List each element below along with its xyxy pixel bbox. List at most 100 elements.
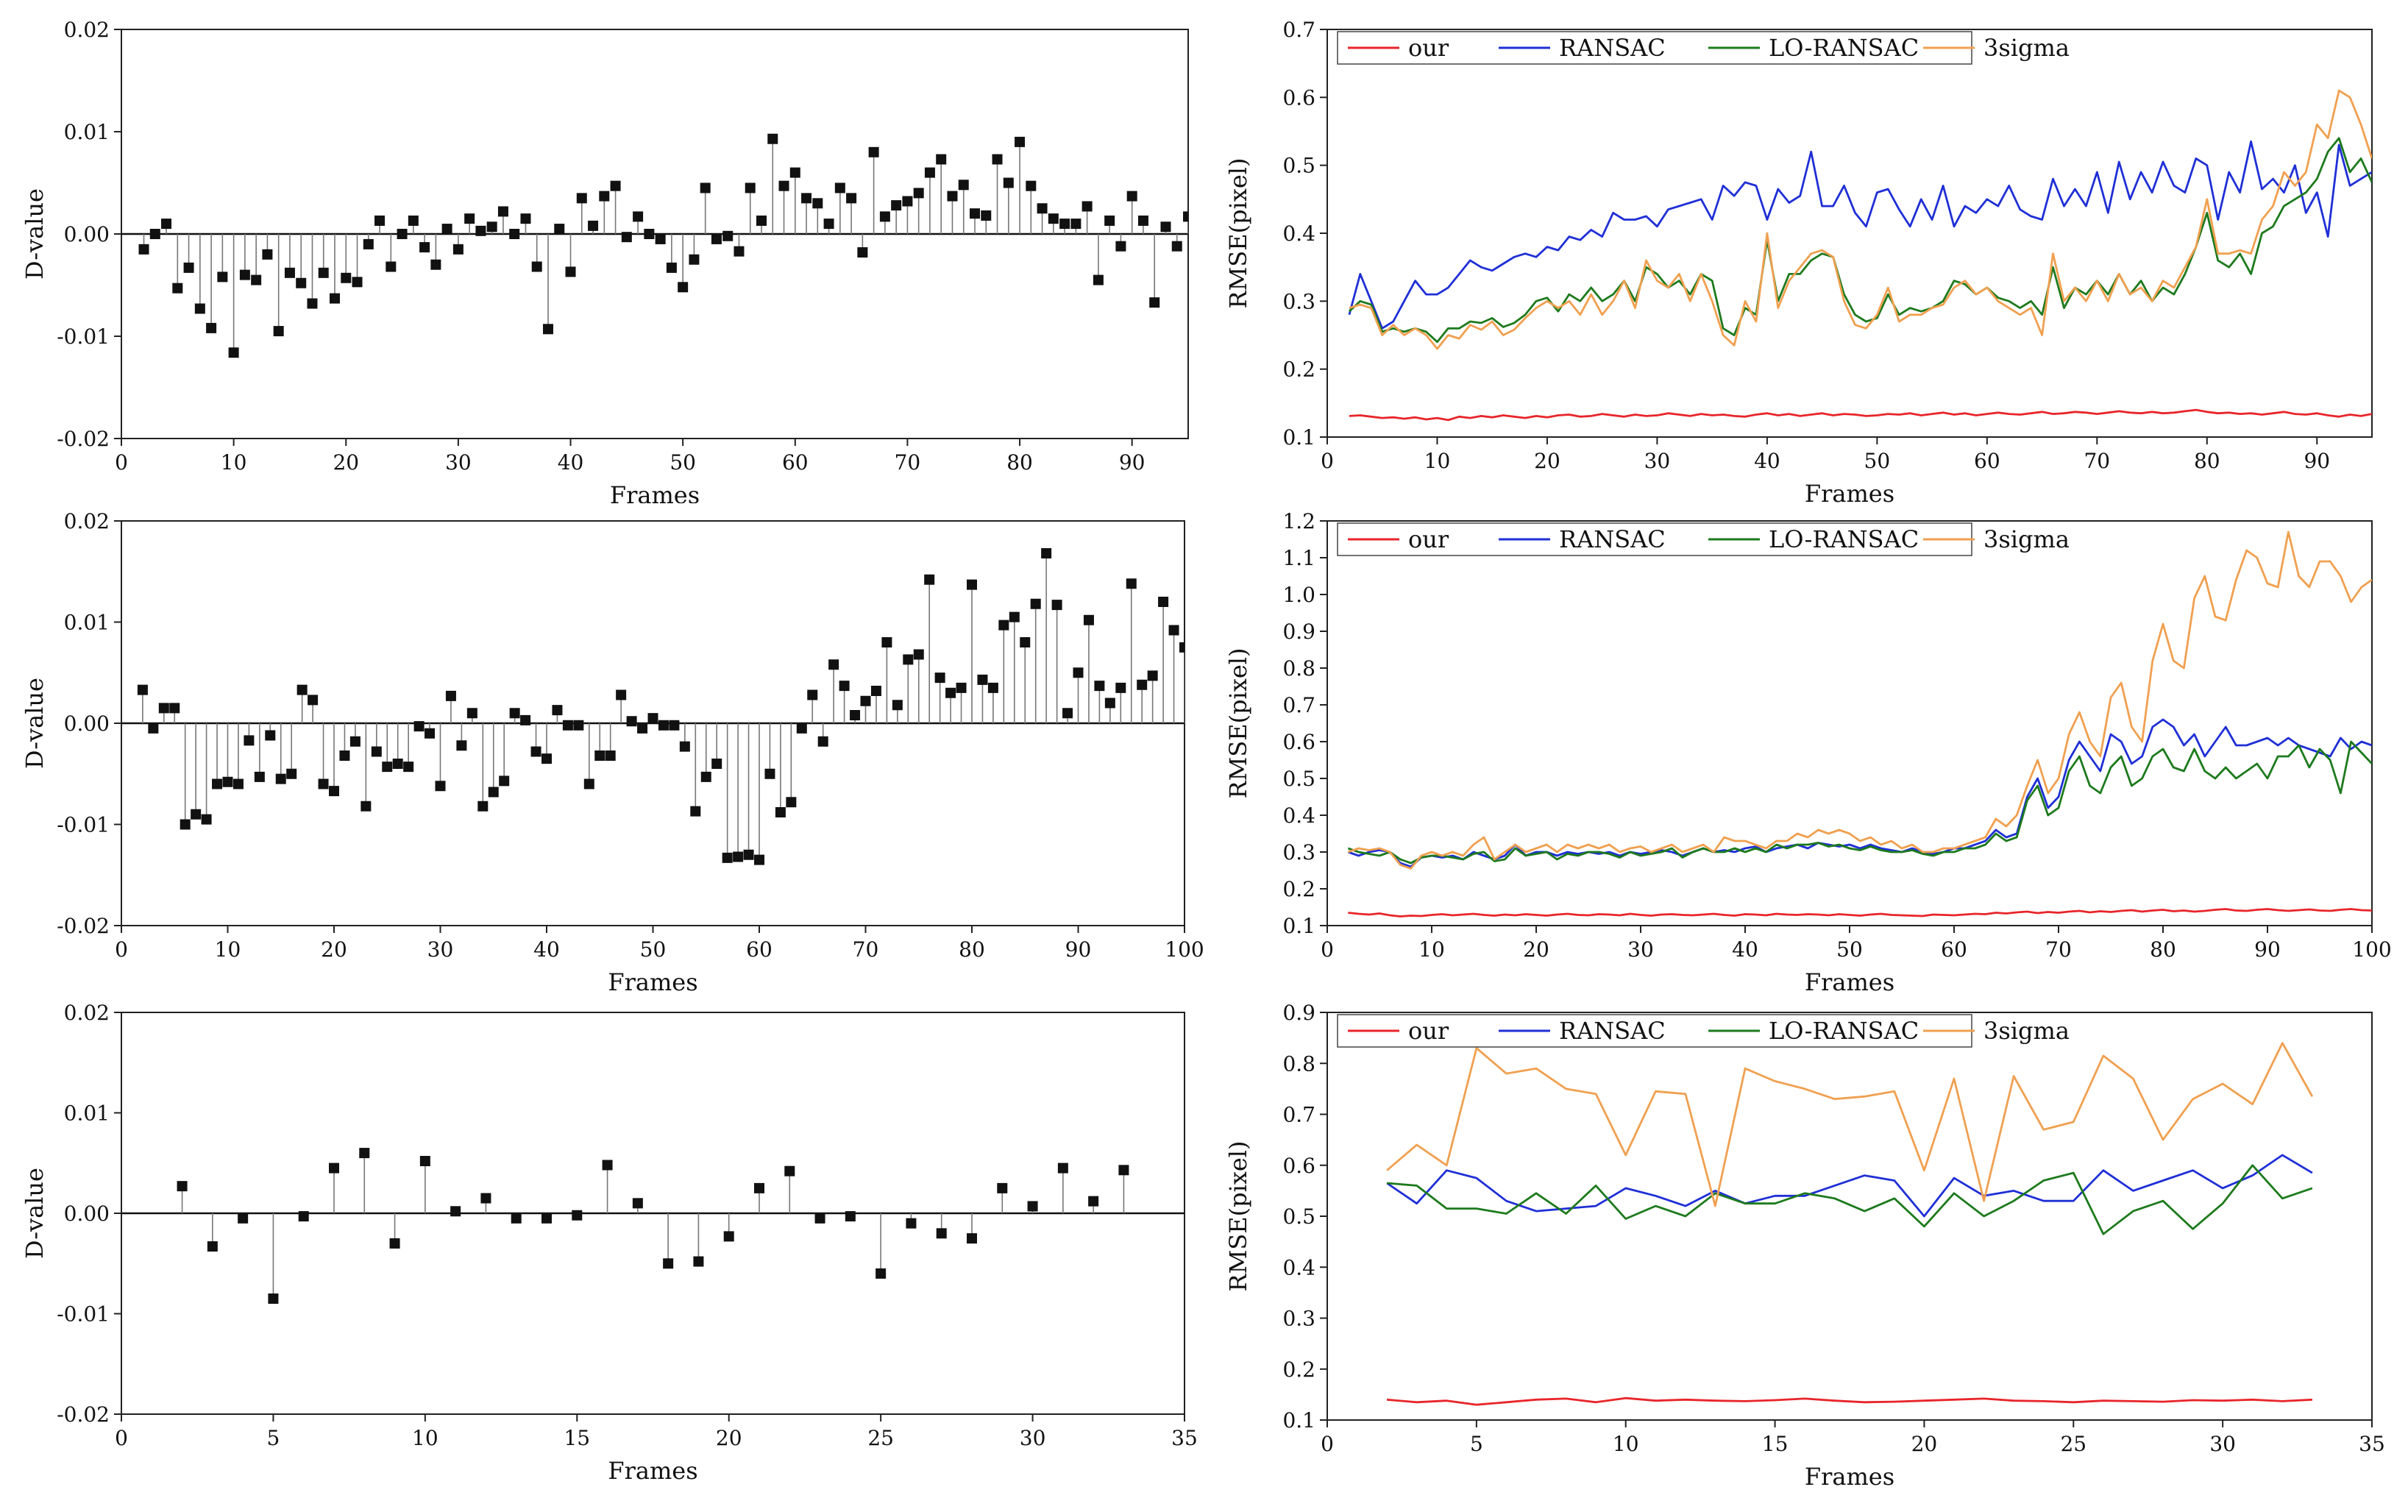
x-tick-label: 35 <box>2359 1432 2385 1456</box>
stem-marker <box>778 180 789 191</box>
x-tick-label: 10 <box>221 450 247 475</box>
stem-marker <box>711 759 722 769</box>
stem-marker <box>903 654 914 665</box>
legend-label: our <box>1408 34 1449 62</box>
stem-marker <box>913 188 924 199</box>
stem-marker <box>308 695 319 706</box>
stem-marker <box>389 1238 400 1249</box>
y-axis-label: D-value <box>21 678 49 769</box>
stem-marker <box>361 801 372 812</box>
stem-marker <box>845 1211 856 1222</box>
stem-marker <box>371 746 382 757</box>
y-tick-label: 0.01 <box>64 611 110 635</box>
stem-marker <box>552 705 563 716</box>
y-tick-label: 0.3 <box>1282 840 1315 865</box>
stem-marker <box>425 728 436 739</box>
stem-marker <box>599 191 610 202</box>
stem-marker <box>784 1165 795 1176</box>
stem-marker <box>700 182 711 194</box>
x-tick-label: 60 <box>1941 937 1967 962</box>
legend-label: our <box>1408 525 1449 553</box>
stem-marker <box>450 1206 461 1217</box>
x-tick-label: 20 <box>716 1426 742 1450</box>
stem-marker <box>275 773 286 784</box>
y-tick-label: 0.1 <box>1282 1408 1315 1433</box>
y-tick-label: 0.7 <box>1282 693 1315 717</box>
y-tick-label: 0.7 <box>1282 1103 1315 1127</box>
y-tick-label: 0.01 <box>64 120 110 144</box>
stem-marker <box>850 710 861 720</box>
series-line-3sigma <box>1386 1042 2314 1207</box>
stem-marker <box>286 768 297 779</box>
stem-marker <box>789 167 800 178</box>
legend: our RANSAC LO-RANSAC 3sigma <box>1337 522 2070 556</box>
stem-marker <box>812 198 823 209</box>
stem-marker <box>711 233 722 244</box>
stem-marker <box>1137 679 1148 690</box>
legend-label: LO-RANSAC <box>1769 525 1919 553</box>
stem-marker <box>870 686 881 696</box>
y-tick-label: 0.02 <box>64 509 110 533</box>
chart-rmse-1: 0 10 20 30 40 50 60 70 80 90 0.1 0.2 0.3 0.4 0.5 0.6 0.7… <box>1204 0 2408 508</box>
x-tick-label: 70 <box>2045 937 2072 962</box>
stem-marker <box>488 787 499 798</box>
stem-marker <box>632 1198 643 1209</box>
series-line-3sigma <box>1347 530 2372 870</box>
stem-marker <box>616 689 627 700</box>
chart-svg: 0 10 20 30 40 50 60 70 80 90 100 0.1 0.2 0.3 0.4 0.5 0.6… <box>1224 509 2392 996</box>
x-tick-label: 5 <box>267 1426 280 1450</box>
stem-marker <box>987 682 998 693</box>
x-axis-label: Frames <box>1805 968 1894 996</box>
y-tick-label: 0.6 <box>1282 85 1315 110</box>
plot-area <box>121 133 1188 358</box>
chart-d-value-2: 0 10 20 30 40 50 60 70 80 90 100 -0.02 -0.01 0.00 0.01… <box>0 503 1204 996</box>
stem-marker <box>284 267 295 278</box>
x-axis-label: Frames <box>1805 1463 1894 1491</box>
y-tick-label: -0.02 <box>57 427 110 451</box>
x-tick-label: 40 <box>1732 937 1758 962</box>
y-tick-label: -0.02 <box>57 914 110 938</box>
stem-marker <box>1037 203 1048 214</box>
y-tick-label: 0.01 <box>64 1101 110 1126</box>
stem-marker <box>318 267 329 278</box>
stem-marker <box>722 230 734 241</box>
stem-marker <box>857 247 868 258</box>
stem-marker <box>947 191 958 202</box>
stem-marker <box>520 714 531 725</box>
y-tick-label: 0.3 <box>1282 1307 1315 1331</box>
legend-label: 3sigma <box>1983 525 2070 553</box>
stem-marker <box>382 762 393 773</box>
stem-marker <box>374 215 386 226</box>
stem-marker <box>1094 681 1105 692</box>
stem-marker <box>936 1228 947 1239</box>
stem-marker <box>413 721 425 732</box>
stem-marker <box>1026 180 1037 191</box>
stem-marker <box>1171 241 1182 252</box>
stem-marker <box>669 720 680 731</box>
stem-marker <box>1020 637 1031 647</box>
stem-marker <box>464 213 475 224</box>
stem-marker <box>419 242 430 253</box>
x-tick-label: 50 <box>1836 937 1863 962</box>
stem-marker <box>754 854 764 865</box>
stem-marker <box>194 303 205 314</box>
stem-marker <box>588 220 599 231</box>
x-tick-label: 60 <box>1974 449 2000 473</box>
x-tick-label: 90 <box>1065 937 1092 962</box>
x-tick-label: 15 <box>1762 1432 1789 1456</box>
x-tick-label: 20 <box>321 937 347 962</box>
stem-marker <box>161 219 172 230</box>
y-tick-label: 0.02 <box>64 18 110 42</box>
stem-marker <box>1093 274 1104 285</box>
legend-box <box>1337 31 1972 65</box>
stem-marker <box>767 133 778 144</box>
stem-marker <box>756 215 767 226</box>
stem-marker <box>924 167 935 178</box>
x-axis-label: Frames <box>608 1457 697 1485</box>
stem-marker <box>466 708 477 719</box>
stem-marker <box>329 1163 339 1174</box>
chart-svg: 0 5 10 15 20 25 30 35 -0.02 -0.01 0.00 0.01 0.02 Fram… <box>21 1001 1198 1485</box>
x-axis-label: Frames <box>608 968 697 996</box>
stem-marker <box>1149 297 1160 308</box>
stem-marker <box>352 277 363 288</box>
